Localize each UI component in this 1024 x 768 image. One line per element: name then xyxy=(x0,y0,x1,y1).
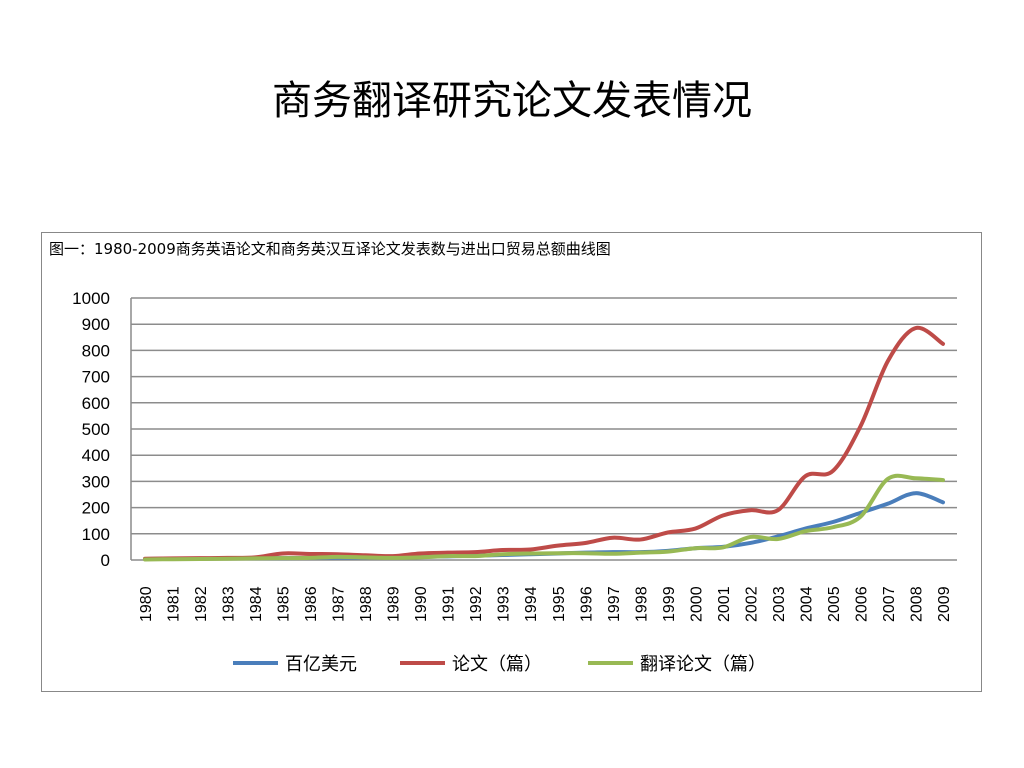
x-tick-label: 1991 xyxy=(441,586,458,622)
x-tick-label: 2003 xyxy=(771,586,788,622)
x-tick-label: 1996 xyxy=(578,586,595,622)
y-tick-label: 300 xyxy=(82,472,110,491)
chart-title: 图一：1980-2009商务英语论文和商务英汉互译论文发表数与进出口贸易总额曲线… xyxy=(49,240,611,258)
x-tick-label: 2008 xyxy=(908,586,925,622)
y-tick-label: 500 xyxy=(82,420,110,439)
x-tick-label: 2009 xyxy=(936,586,953,622)
y-tick-label: 400 xyxy=(82,446,110,465)
x-tick-label: 1980 xyxy=(138,586,155,622)
x-tick-label: 1990 xyxy=(413,586,430,622)
x-tick-label: 1989 xyxy=(386,586,403,622)
x-tick-label: 1999 xyxy=(661,586,678,622)
x-tick-label: 1995 xyxy=(551,586,568,622)
x-tick-label: 1982 xyxy=(193,586,210,622)
series-line-1 xyxy=(143,325,945,561)
x-tick-label: 1998 xyxy=(633,586,650,622)
x-tick-label: 2007 xyxy=(881,586,898,622)
legend-label: 翻译论文（篇） xyxy=(640,654,766,675)
y-tick-label: 900 xyxy=(82,315,110,334)
x-tick-label: 2005 xyxy=(826,586,843,622)
legend-label: 论文（篇） xyxy=(452,654,542,675)
y-tick-label: 800 xyxy=(82,341,110,360)
x-tick-label: 1993 xyxy=(496,586,513,622)
x-tick-label: 2000 xyxy=(688,586,705,622)
x-tick-label: 1987 xyxy=(331,586,348,622)
x-tick-label: 1988 xyxy=(358,586,375,622)
legend-label: 百亿美元 xyxy=(285,654,357,675)
x-tick-label: 1986 xyxy=(303,586,320,622)
x-tick-label: 1981 xyxy=(166,586,183,622)
x-tick-label: 2001 xyxy=(716,586,733,622)
x-tick-label: 1985 xyxy=(276,586,293,622)
x-tick-label: 1984 xyxy=(248,586,265,622)
y-tick-label: 700 xyxy=(82,368,110,387)
x-tick-label: 2006 xyxy=(853,586,870,622)
y-tick-label: 100 xyxy=(82,525,110,544)
x-tick-label: 2002 xyxy=(743,586,760,622)
y-tick-label: 600 xyxy=(82,394,110,413)
y-tick-label: 0 xyxy=(101,551,110,570)
series-line-2 xyxy=(143,473,945,562)
chart-frame xyxy=(41,232,982,692)
slide-title: 商务翻译研究论文发表情况 xyxy=(272,78,752,124)
x-tick-label: 1994 xyxy=(523,586,540,622)
x-tick-label: 1997 xyxy=(606,586,623,622)
y-tick-label: 1000 xyxy=(72,289,110,308)
x-tick-label: 2004 xyxy=(798,586,815,622)
y-tick-label: 200 xyxy=(82,499,110,518)
x-tick-label: 1992 xyxy=(468,586,485,622)
x-tick-label: 1983 xyxy=(221,586,238,622)
